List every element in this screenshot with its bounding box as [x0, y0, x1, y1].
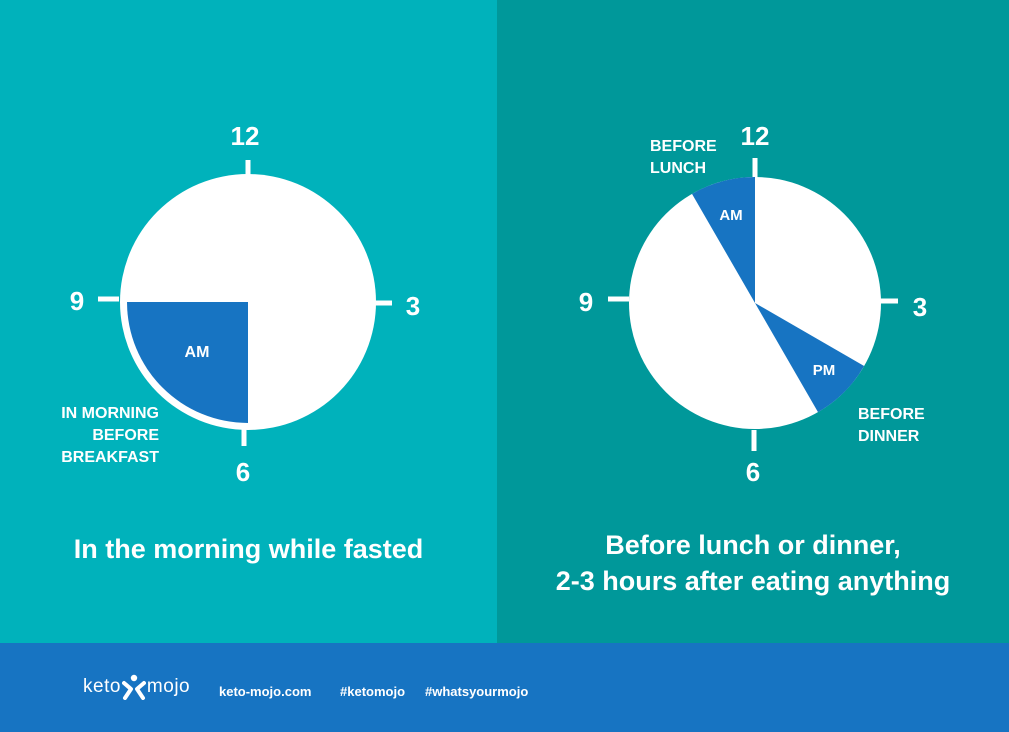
website-link[interactable]: keto-mojo.com: [219, 684, 312, 699]
segment-am: [127, 302, 248, 423]
footer-bar: keto mojo keto-mojo.com #ketomojo #whats…: [0, 643, 1009, 732]
clock-diagram-morning: 12 3 6 9 AM IN MORNING BEFORE BREAKFAST: [61, 121, 420, 487]
segment-pm-label: PM: [813, 362, 836, 379]
hour-3-label: 3: [406, 291, 420, 321]
logo-text-mojo: mojo: [146, 676, 191, 697]
hour-6-label: 6: [746, 457, 760, 487]
segment-am: [692, 177, 755, 303]
hashtag-whatsyourmojo[interactable]: #whatsyourmojo: [425, 684, 529, 699]
segment-pm: [755, 303, 865, 413]
annotation-line: IN MORNING: [61, 405, 159, 422]
annotation-line: BEFORE: [858, 406, 925, 423]
annotation-line: BEFORE: [650, 138, 717, 155]
segment-am-label: AM: [185, 344, 210, 361]
hour-3-label: 3: [913, 292, 927, 322]
segment-am-label: AM: [719, 207, 742, 224]
annotation-morning: IN MORNING BEFORE BREAKFAST: [61, 405, 159, 466]
panel-before-meal: 12 3 6 9 AM PM BEFORE LUNCH BEFORE DINNER …: [497, 0, 1009, 643]
annotation-line: BREAKFAST: [61, 449, 159, 466]
clock-diagram-before-meal: 12 3 6 9 AM PM BEFORE LUNCH BEFORE DINNER: [579, 121, 927, 487]
annotation-line: DINNER: [858, 428, 920, 445]
annotation-lunch: BEFORE LUNCH: [650, 138, 717, 177]
hashtag-ketomojo[interactable]: #ketomojo: [340, 684, 406, 699]
annotation-line: LUNCH: [650, 160, 706, 177]
caption-morning: In the morning while fasted: [73, 534, 424, 564]
logo-text-keto: keto: [83, 676, 121, 697]
hour-12-label: 12: [231, 121, 260, 151]
logo-x-icon: [121, 674, 146, 700]
panel-morning: 12 3 6 9 AM IN MORNING BEFORE BREAKFAST In…: [0, 0, 497, 643]
hour-6-label: 6: [236, 457, 250, 487]
annotation-line: BEFORE: [92, 427, 159, 444]
ketomojo-logo: keto mojo: [83, 673, 190, 701]
hour-9-label: 9: [579, 287, 593, 317]
hour-12-label: 12: [741, 121, 770, 151]
caption-before-meal: Before lunch or dinner, 2-3 hours after …: [555, 530, 951, 596]
annotation-dinner: BEFORE DINNER: [858, 406, 925, 445]
hour-9-label: 9: [70, 286, 84, 316]
